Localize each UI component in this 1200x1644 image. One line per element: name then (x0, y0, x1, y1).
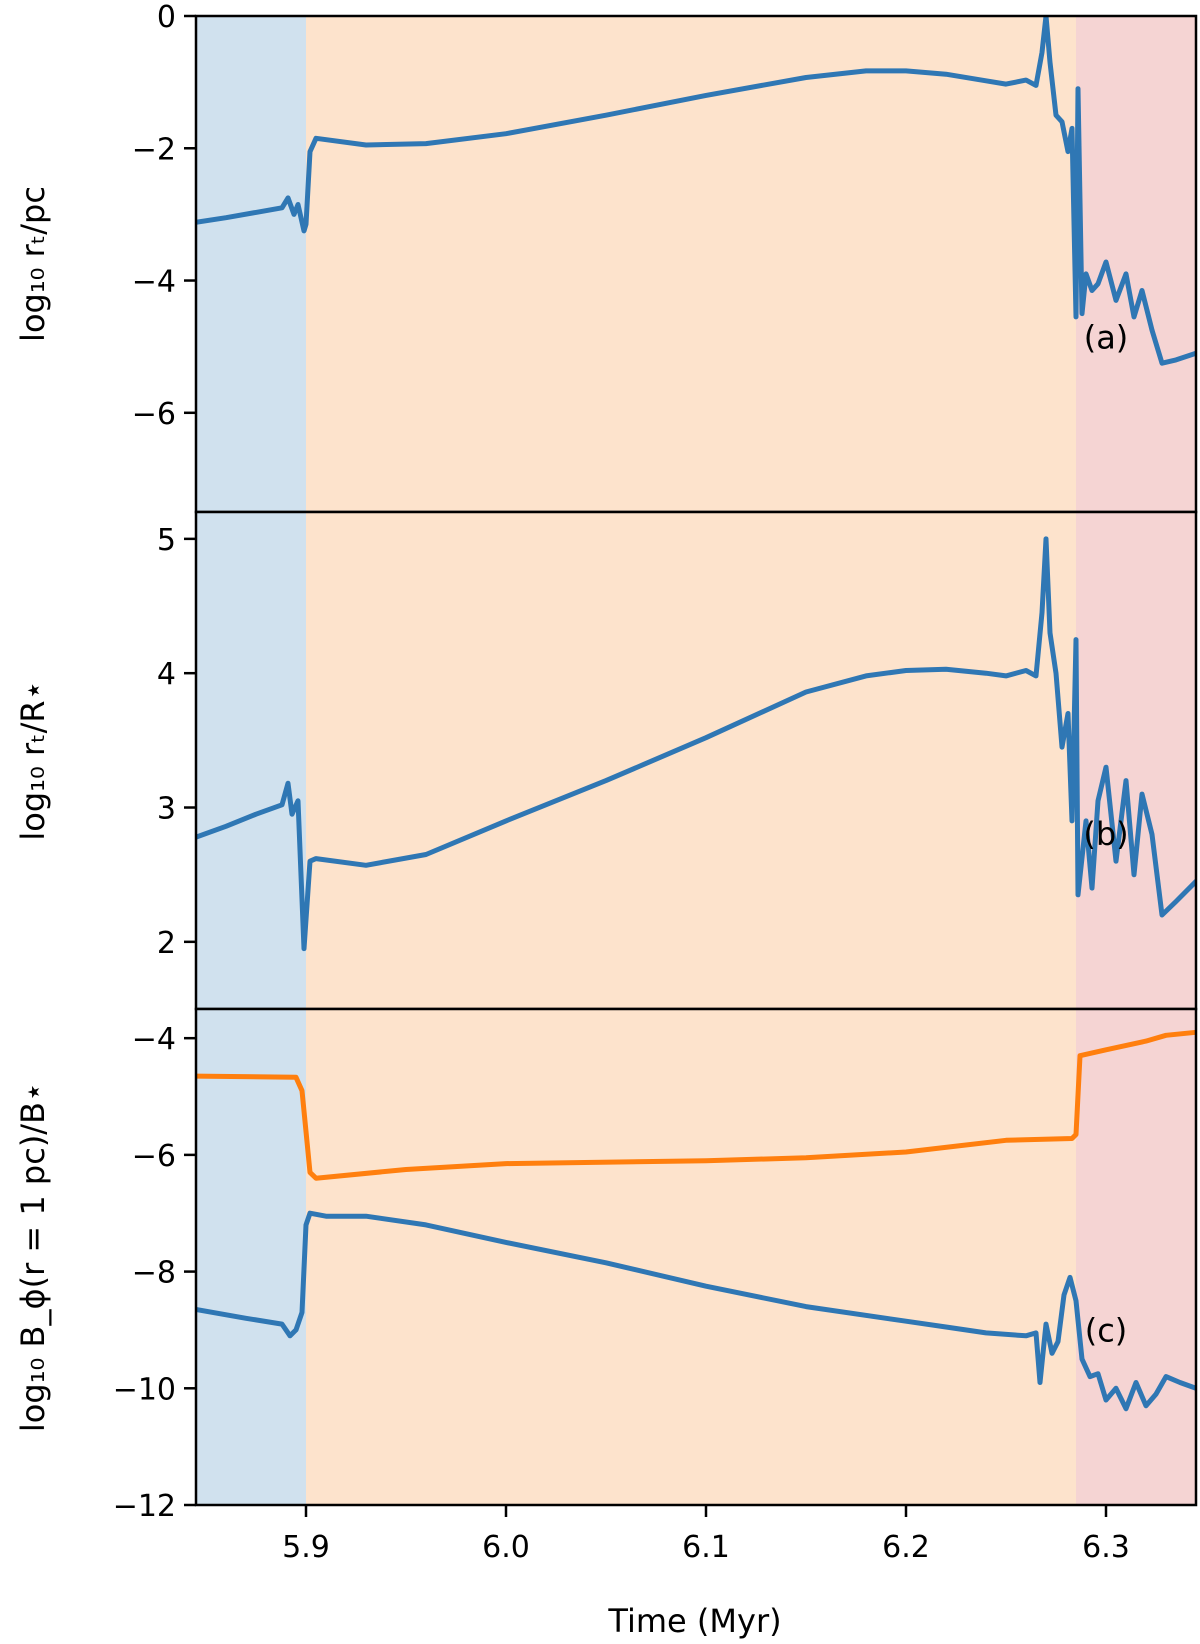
y-axis-label: log₁₀ rₜ/pc (14, 186, 52, 342)
y-tick-label: −2 (132, 132, 176, 167)
shaded-region-1 (306, 16, 1076, 512)
series-line-0 (196, 1029, 1196, 1181)
shaded-region-0 (196, 16, 306, 512)
y-tick-label: −8 (132, 1256, 176, 1291)
series-line-1 (196, 1210, 1196, 1412)
x-tick-label: 6.1 (682, 1530, 730, 1565)
panel-label: (c) (1085, 1311, 1128, 1349)
y-tick-label: 0 (157, 0, 176, 35)
series-line-0 (196, 16, 1196, 366)
x-tick-label: 6.2 (882, 1530, 930, 1565)
x-axis-label: Time (Myr) (607, 1602, 781, 1640)
y-axis-label: log₁₀ rₜ/R⋆ (14, 680, 52, 840)
shaded-region-2 (1076, 512, 1196, 1009)
y-tick-label: −6 (132, 397, 176, 432)
y-axis-label: log₁₀ B_ϕ(r = 1 pc)/B⋆ (14, 1082, 52, 1432)
panel-1: 2 3 4 5 (b) log₁₀ rₜ/R⋆ (14, 510, 1198, 1021)
panel-0: 0 −2 −4 −6 (a) log₁₀ rₜ/pc (14, 0, 1198, 524)
panel-label: (b) (1083, 815, 1128, 853)
y-tick-label: −10 (113, 1372, 176, 1407)
panels: 0 −2 −4 −6 (a) log₁₀ rₜ/pc 2 3 4 5 (b) log₁₀ rₜ/R⋆ −… (14, 0, 1198, 1565)
shaded-region-0 (196, 512, 306, 1009)
shaded-region-1 (306, 512, 1076, 1009)
x-tick-label: 5.9 (282, 1530, 330, 1565)
y-tick-label: −4 (132, 1022, 176, 1057)
series-line-0 (196, 536, 1196, 952)
y-tick-label: −6 (132, 1139, 176, 1174)
y-tick-label: 4 (157, 657, 176, 692)
y-tick-label: 5 (157, 523, 176, 558)
x-tick-label: 6.0 (482, 1530, 530, 1565)
y-tick-label: 2 (157, 926, 176, 961)
axes-frame (194, 1007, 1198, 1507)
x-tick-label: 6.3 (1082, 1530, 1130, 1565)
shaded-region-2 (1076, 1009, 1196, 1505)
panel-label: (a) (1084, 318, 1129, 356)
y-tick-label: −4 (132, 265, 176, 300)
y-tick-label: −12 (113, 1489, 176, 1524)
shaded-region-0 (196, 1009, 306, 1505)
shaded-region-1 (306, 1009, 1076, 1505)
panel-2: −4 −6 −8 −10 −12 (c) log₁₀ B_ϕ(r = 1 pc)/B⋆ (14, 1007, 1198, 1524)
y-tick-label: 3 (157, 792, 176, 827)
shaded-region-2 (1076, 16, 1196, 512)
